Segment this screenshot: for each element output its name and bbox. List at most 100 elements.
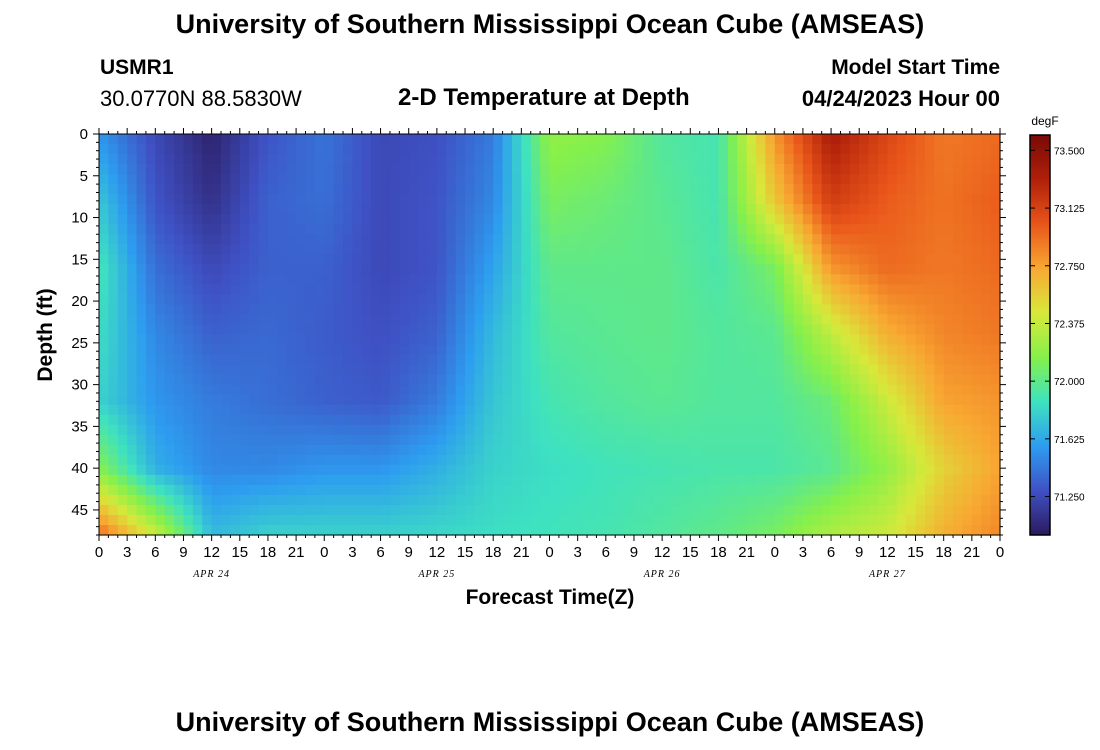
- heatmap-cell: [183, 404, 194, 416]
- heatmap-cell: [784, 514, 795, 526]
- heatmap-cell: [136, 254, 147, 265]
- heatmap-cell: [633, 194, 644, 205]
- heatmap-cell: [277, 194, 288, 205]
- heatmap-cell: [230, 174, 241, 185]
- heatmap-cell: [333, 354, 344, 366]
- heatmap-cell: [408, 224, 419, 235]
- heatmap-cell: [831, 334, 842, 346]
- heatmap-cell: [849, 474, 860, 486]
- heatmap-cell: [831, 274, 842, 285]
- heatmap-cell: [962, 214, 973, 225]
- heatmap-cell: [127, 254, 138, 265]
- heatmap-cell: [802, 424, 813, 436]
- heatmap-cell: [953, 194, 964, 205]
- heatmap-cell: [333, 474, 344, 486]
- heatmap-cell: [296, 374, 307, 386]
- heatmap-cell: [690, 134, 701, 145]
- heatmap-cell: [859, 224, 870, 235]
- heatmap-cell: [493, 374, 504, 386]
- x-tick-label: 9: [179, 544, 187, 561]
- heatmap-cell: [136, 204, 147, 215]
- heatmap-cell: [127, 414, 138, 426]
- heatmap-cell: [615, 504, 626, 516]
- heatmap-cell: [596, 524, 607, 536]
- heatmap-cell: [849, 254, 860, 265]
- heatmap-cell: [127, 214, 138, 225]
- heatmap-cell: [408, 294, 419, 306]
- heatmap-cell: [324, 354, 335, 366]
- heatmap-cell: [202, 294, 213, 306]
- heatmap-cell: [981, 524, 992, 536]
- heatmap-cell: [727, 134, 738, 145]
- heatmap-cell: [727, 474, 738, 486]
- heatmap-cell: [802, 404, 813, 416]
- heatmap-cell: [849, 294, 860, 306]
- heatmap-cell: [155, 194, 166, 205]
- heatmap-cell: [746, 254, 757, 265]
- heatmap-cell: [136, 354, 147, 366]
- heatmap-cell: [380, 184, 391, 195]
- heatmap-cell: [502, 324, 513, 336]
- heatmap-cell: [164, 304, 175, 316]
- heatmap-cell: [127, 354, 138, 366]
- heatmap-cell: [812, 184, 823, 195]
- heatmap-cell: [784, 414, 795, 426]
- heatmap-cell: [568, 164, 579, 175]
- heatmap-cell: [784, 504, 795, 516]
- heatmap-cell: [277, 354, 288, 366]
- heatmap-cell: [202, 504, 213, 516]
- heatmap-cell: [483, 394, 494, 406]
- heatmap-cell: [793, 484, 804, 496]
- heatmap-cell: [727, 154, 738, 165]
- heatmap-cell: [849, 444, 860, 456]
- heatmap-cell: [333, 504, 344, 516]
- heatmap-cell: [877, 224, 888, 235]
- heatmap-cell: [812, 474, 823, 486]
- heatmap-cell: [831, 364, 842, 376]
- heatmap-cell: [662, 294, 673, 306]
- heatmap-cell: [568, 374, 579, 386]
- heatmap-cell: [267, 434, 278, 446]
- heatmap-cell: [652, 324, 663, 336]
- heatmap-cell: [145, 264, 156, 275]
- heatmap-cell: [924, 244, 935, 255]
- heatmap-cell: [690, 154, 701, 165]
- heatmap-cell: [906, 484, 917, 496]
- heatmap-cell: [324, 374, 335, 386]
- heatmap-cell: [727, 244, 738, 255]
- heatmap-cell: [896, 454, 907, 466]
- heatmap-cell: [127, 364, 138, 376]
- heatmap-cell: [849, 164, 860, 175]
- heatmap-cell: [296, 264, 307, 275]
- heatmap-cell: [709, 484, 720, 496]
- heatmap-cell: [530, 394, 541, 406]
- heatmap-cell: [577, 424, 588, 436]
- heatmap-cell: [774, 414, 785, 426]
- heatmap-cell: [530, 404, 541, 416]
- heatmap-cell: [633, 304, 644, 316]
- heatmap-cell: [774, 144, 785, 155]
- heatmap-cell: [511, 204, 522, 215]
- heatmap-cell: [314, 184, 325, 195]
- heatmap-cell: [399, 304, 410, 316]
- heatmap-cell: [962, 194, 973, 205]
- heatmap-cell: [906, 524, 917, 536]
- heatmap-cell: [718, 344, 729, 356]
- heatmap-cell: [474, 384, 485, 396]
- heatmap-cell: [446, 214, 457, 225]
- heatmap-cell: [671, 164, 682, 175]
- heatmap-cell: [502, 274, 513, 285]
- heatmap-cell: [699, 344, 710, 356]
- heatmap-cell: [643, 154, 654, 165]
- heatmap-cell: [549, 194, 560, 205]
- heatmap-cell: [671, 204, 682, 215]
- heatmap-cell: [211, 504, 222, 516]
- heatmap-cell: [840, 164, 851, 175]
- heatmap-cell: [906, 244, 917, 255]
- heatmap-cell: [643, 444, 654, 456]
- heatmap-cell: [493, 294, 504, 306]
- heatmap-cell: [408, 264, 419, 275]
- heatmap-cell: [906, 224, 917, 235]
- heatmap-cell: [183, 224, 194, 235]
- heatmap-cell: [624, 434, 635, 446]
